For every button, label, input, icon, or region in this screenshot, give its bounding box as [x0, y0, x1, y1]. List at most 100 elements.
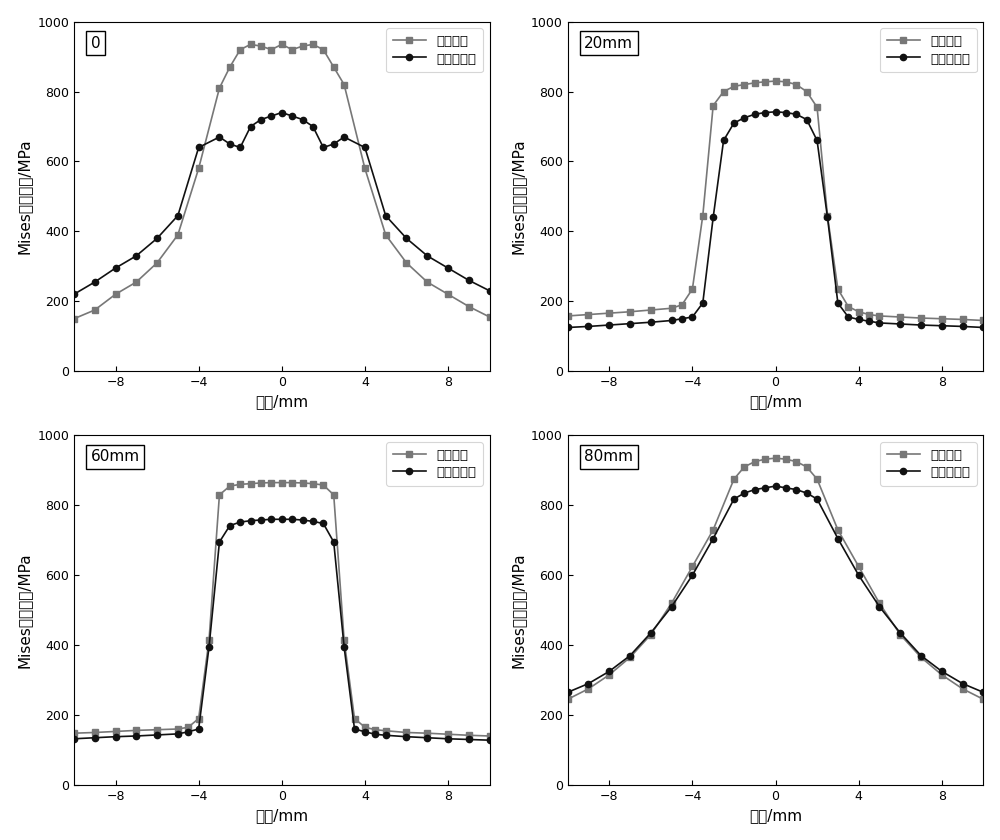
焉后冷却 — [317, 480, 329, 490]
焉后冷却 — [873, 311, 885, 321]
焉后热补償 — [224, 521, 236, 531]
焉后冷却 — [234, 45, 246, 55]
焉后热补償 — [110, 732, 122, 742]
焉后热补償 — [151, 730, 163, 740]
焉后冷却 — [369, 725, 381, 735]
焉后冷却 — [718, 87, 730, 97]
焉后热补償 — [977, 687, 989, 697]
焉后热补償 — [624, 318, 636, 328]
焉后冷却 — [666, 598, 678, 608]
焉后冷却 — [759, 76, 771, 87]
焉后冷却 — [894, 312, 906, 322]
Text: 20mm: 20mm — [584, 35, 633, 50]
焉后热补償 — [172, 211, 184, 221]
焉后冷却 — [562, 311, 574, 321]
Y-axis label: Mises残余应力/MPa: Mises残余应力/MPa — [510, 553, 525, 668]
焉后冷却 — [380, 726, 392, 736]
焉后冷却 — [603, 669, 615, 680]
焉后热补償 — [749, 109, 761, 119]
焉后冷却 — [676, 300, 688, 310]
焉后冷却 — [738, 462, 750, 472]
焉后冷却 — [110, 289, 122, 299]
焉后冷却 — [130, 726, 142, 736]
焉后热补償 — [463, 734, 475, 744]
焉后热补償 — [338, 642, 350, 652]
焉后冷却 — [151, 258, 163, 268]
焉后冷却 — [780, 76, 792, 87]
焉后热补償 — [915, 320, 927, 330]
焉后冷却 — [286, 45, 298, 55]
焉后冷却 — [873, 598, 885, 608]
X-axis label: 距离/mm: 距离/mm — [749, 395, 802, 410]
焉后热补償 — [297, 114, 309, 124]
焉后热补償 — [624, 650, 636, 660]
焉后热补償 — [603, 320, 615, 330]
焉后冷却 — [728, 474, 740, 484]
焉后热补償 — [265, 111, 277, 121]
焉后冷却 — [172, 230, 184, 240]
焉后冷却 — [328, 62, 340, 72]
Line: 焉后冷却: 焉后冷却 — [565, 455, 986, 702]
焉后热补償 — [582, 679, 594, 689]
焉后热补償 — [915, 650, 927, 660]
焉后热补償 — [811, 494, 823, 504]
焉后冷却 — [686, 561, 698, 571]
焉后冷却 — [666, 303, 678, 313]
Line: 焉后冷却: 焉后冷却 — [565, 78, 986, 323]
焉后热补償 — [697, 298, 709, 308]
焉后冷却 — [328, 490, 340, 500]
焉后热补償 — [801, 488, 813, 498]
焉后冷却 — [297, 478, 309, 488]
焉后热补償 — [666, 316, 678, 326]
焉后冷却 — [832, 525, 844, 535]
焉后冷却 — [89, 727, 101, 738]
Line: 焉后热补償: 焉后热补償 — [565, 108, 986, 331]
焉后冷却 — [307, 479, 319, 489]
焉后冷却 — [738, 80, 750, 90]
Text: 0: 0 — [91, 35, 100, 50]
焉后热补償 — [286, 111, 298, 121]
焉后热补償 — [234, 517, 246, 528]
焉后冷却 — [68, 728, 80, 738]
X-axis label: 距离/mm: 距离/mm — [749, 808, 802, 823]
焉后热补償 — [759, 108, 771, 118]
焉后冷却 — [936, 669, 948, 680]
焉后热补償 — [276, 108, 288, 118]
焉后热补償 — [790, 109, 802, 119]
焉后冷却 — [89, 305, 101, 315]
焉后热补償 — [421, 732, 433, 743]
焉后热补償 — [759, 483, 771, 493]
焉后冷却 — [936, 313, 948, 323]
焉后热补償 — [790, 485, 802, 495]
焉后冷却 — [265, 45, 277, 55]
焉后冷却 — [484, 731, 496, 741]
焉后热补償 — [359, 727, 371, 737]
焉后热补償 — [484, 735, 496, 745]
焉后热补償 — [738, 488, 750, 498]
焉后冷却 — [821, 211, 833, 221]
焉后冷却 — [894, 630, 906, 640]
焉后冷却 — [151, 725, 163, 735]
焉后冷却 — [842, 302, 854, 312]
焉后冷却 — [193, 713, 205, 723]
焉后热补償 — [728, 494, 740, 504]
焉后冷却 — [603, 308, 615, 318]
焉后热补償 — [130, 731, 142, 741]
焉后冷却 — [359, 722, 371, 732]
焉后热补償 — [182, 727, 194, 737]
焉后冷却 — [317, 45, 329, 55]
焉后热补償 — [400, 234, 412, 244]
焉后热补償 — [770, 481, 782, 491]
焉后热补償 — [936, 321, 948, 331]
焉后冷却 — [182, 722, 194, 732]
焉后冷却 — [193, 164, 205, 174]
焉后冷却 — [68, 313, 80, 323]
焉后冷却 — [624, 653, 636, 663]
焉后冷却 — [977, 694, 989, 704]
焉后冷却 — [770, 76, 782, 87]
焉后冷却 — [790, 80, 802, 90]
焉后冷却 — [832, 284, 844, 294]
焉后热补償 — [400, 732, 412, 742]
Line: 焉后冷却: 焉后冷却 — [71, 480, 493, 739]
焉后冷却 — [645, 630, 657, 640]
